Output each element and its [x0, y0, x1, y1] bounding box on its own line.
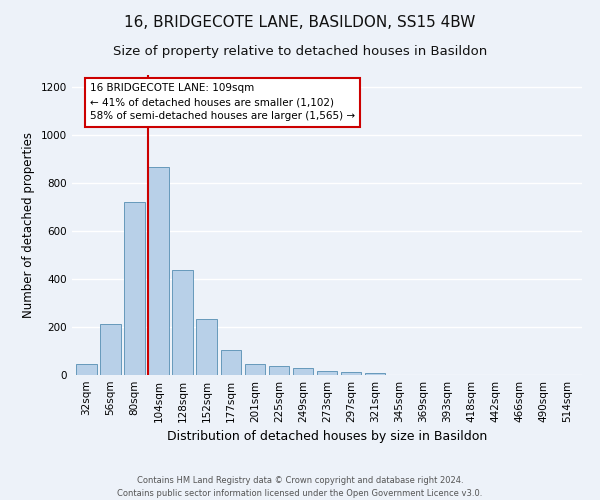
Bar — [172, 270, 193, 375]
Bar — [221, 350, 241, 375]
Text: Size of property relative to detached houses in Basildon: Size of property relative to detached ho… — [113, 45, 487, 58]
Bar — [317, 370, 337, 375]
Bar — [365, 372, 385, 375]
Bar — [76, 364, 97, 375]
Text: 16, BRIDGECOTE LANE, BASILDON, SS15 4BW: 16, BRIDGECOTE LANE, BASILDON, SS15 4BW — [124, 15, 476, 30]
Bar — [245, 364, 265, 375]
Bar — [124, 202, 145, 375]
Bar — [196, 320, 217, 375]
Text: Contains HM Land Registry data © Crown copyright and database right 2024.
Contai: Contains HM Land Registry data © Crown c… — [118, 476, 482, 498]
Bar — [293, 368, 313, 375]
Bar — [341, 372, 361, 375]
Bar — [269, 366, 289, 375]
Y-axis label: Number of detached properties: Number of detached properties — [22, 132, 35, 318]
Text: 16 BRIDGECOTE LANE: 109sqm
← 41% of detached houses are smaller (1,102)
58% of s: 16 BRIDGECOTE LANE: 109sqm ← 41% of deta… — [90, 84, 355, 122]
Bar — [148, 167, 169, 375]
X-axis label: Distribution of detached houses by size in Basildon: Distribution of detached houses by size … — [167, 430, 487, 444]
Bar — [100, 324, 121, 375]
